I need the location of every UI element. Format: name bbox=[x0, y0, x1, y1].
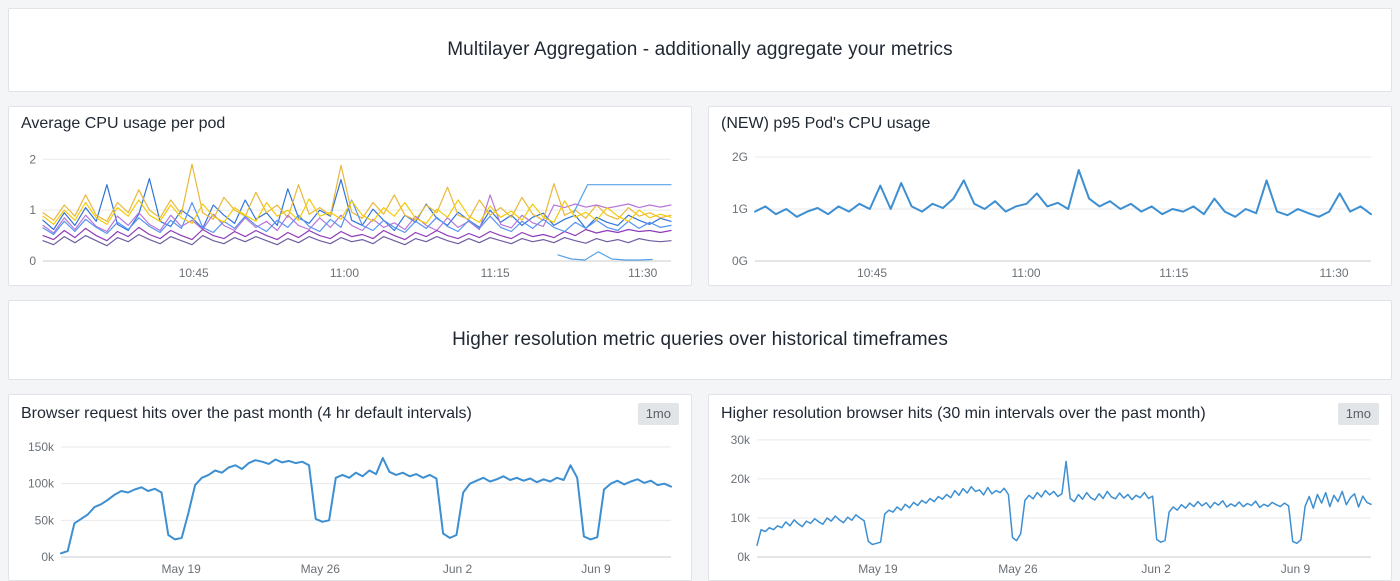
svg-text:100k: 100k bbox=[28, 476, 55, 490]
svg-text:Jun 2: Jun 2 bbox=[1141, 562, 1171, 576]
panel-header: (NEW) p95 Pod's CPU usage bbox=[717, 113, 1383, 137]
panel-title-p95-cpu[interactable]: (NEW) p95 Pod's CPU usage bbox=[721, 115, 931, 132]
svg-text:11:30: 11:30 bbox=[1319, 266, 1348, 280]
svg-text:150k: 150k bbox=[28, 440, 55, 454]
svg-text:11:00: 11:00 bbox=[1011, 266, 1040, 280]
text-panel-multilayer-aggregation: Multilayer Aggregation - additionally ag… bbox=[8, 8, 1392, 92]
svg-text:11:30: 11:30 bbox=[628, 266, 657, 280]
svg-text:0: 0 bbox=[29, 254, 36, 268]
svg-text:11:15: 11:15 bbox=[481, 266, 510, 280]
svg-text:0k: 0k bbox=[737, 550, 751, 564]
panel-title-avg-cpu[interactable]: Average CPU usage per pod bbox=[21, 115, 226, 132]
panel-title-browser-hits-4hr[interactable]: Browser request hits over the past month… bbox=[21, 404, 472, 422]
svg-text:May 19: May 19 bbox=[858, 562, 898, 576]
chart-avg-cpu-per-pod[interactable]: 0 1 2 10:45 11:00 11:15 11:30 bbox=[17, 137, 683, 281]
svg-text:May 19: May 19 bbox=[161, 562, 201, 576]
svg-text:1: 1 bbox=[29, 203, 36, 217]
panel-browser-hits-30min: Higher resolution browser hits (30 min i… bbox=[708, 394, 1392, 581]
chart-browser-hits-30min[interactable]: 0k 10k 20k 30k May 19 May 26 Jun 2 Jun 9 bbox=[717, 429, 1383, 577]
svg-text:10:45: 10:45 bbox=[179, 266, 209, 280]
banner-multilayer-text: Multilayer Aggregation - additionally ag… bbox=[447, 39, 953, 60]
svg-text:50k: 50k bbox=[35, 513, 55, 527]
svg-text:Jun 2: Jun 2 bbox=[443, 562, 473, 576]
text-panel-higher-resolution: Higher resolution metric queries over hi… bbox=[8, 300, 1392, 380]
svg-text:May 26: May 26 bbox=[301, 562, 341, 576]
svg-text:11:00: 11:00 bbox=[330, 266, 359, 280]
chart-browser-hits-4hr[interactable]: 0k 50k 100k 150k May 19 May 26 Jun 2 Jun 9 bbox=[17, 429, 683, 577]
svg-text:2: 2 bbox=[29, 152, 36, 166]
panel-browser-hits-4hr: Browser request hits over the past month… bbox=[8, 394, 692, 581]
time-range-badge: 1mo bbox=[637, 403, 679, 425]
panel-header: Browser request hits over the past month… bbox=[17, 401, 683, 429]
banner-higher-resolution-text: Higher resolution metric queries over hi… bbox=[452, 329, 948, 350]
panel-avg-cpu-per-pod: Average CPU usage per pod 0 1 2 10:45 11:00 1… bbox=[8, 106, 692, 286]
svg-text:11:15: 11:15 bbox=[1159, 266, 1188, 280]
panel-header: Higher resolution browser hits (30 min i… bbox=[717, 401, 1383, 429]
line-chart-svg: 0G 1G 2G 10:45 11:00 11:15 11:30 bbox=[732, 150, 1372, 280]
line-chart-svg: 0k 10k 20k 30k May 19 May 26 Jun 2 Jun 9 bbox=[731, 432, 1372, 576]
svg-text:0k: 0k bbox=[41, 550, 55, 564]
svg-text:Jun 9: Jun 9 bbox=[1281, 562, 1311, 576]
dashboard: Multilayer Aggregation - additionally ag… bbox=[8, 8, 1392, 581]
svg-text:2G: 2G bbox=[732, 150, 748, 164]
time-range-badge: 1mo bbox=[1337, 403, 1379, 425]
line-chart-svg: 0 1 2 10:45 11:00 11:15 11:30 bbox=[29, 152, 672, 280]
svg-text:10:45: 10:45 bbox=[857, 266, 887, 280]
svg-text:30k: 30k bbox=[731, 432, 751, 446]
svg-text:May 26: May 26 bbox=[998, 562, 1038, 576]
row-browser-charts: Browser request hits over the past month… bbox=[8, 394, 1392, 581]
panel-header: Average CPU usage per pod bbox=[17, 113, 683, 137]
svg-text:20k: 20k bbox=[731, 471, 751, 485]
svg-text:0G: 0G bbox=[732, 254, 748, 268]
svg-text:10k: 10k bbox=[731, 510, 751, 524]
svg-text:Jun 9: Jun 9 bbox=[581, 562, 611, 576]
row-cpu-charts: Average CPU usage per pod 0 1 2 10:45 11:00 1… bbox=[8, 106, 1392, 286]
panel-title-browser-hits-30min[interactable]: Higher resolution browser hits (30 min i… bbox=[721, 404, 1206, 422]
chart-p95-cpu[interactable]: 0G 1G 2G 10:45 11:00 11:15 11:30 bbox=[717, 137, 1383, 281]
panel-p95-cpu: (NEW) p95 Pod's CPU usage 0G 1G 2G 10:45 11:… bbox=[708, 106, 1392, 286]
line-chart-svg: 0k 50k 100k 150k May 19 May 26 Jun 2 Jun 9 bbox=[28, 440, 672, 576]
svg-text:1G: 1G bbox=[732, 202, 748, 216]
